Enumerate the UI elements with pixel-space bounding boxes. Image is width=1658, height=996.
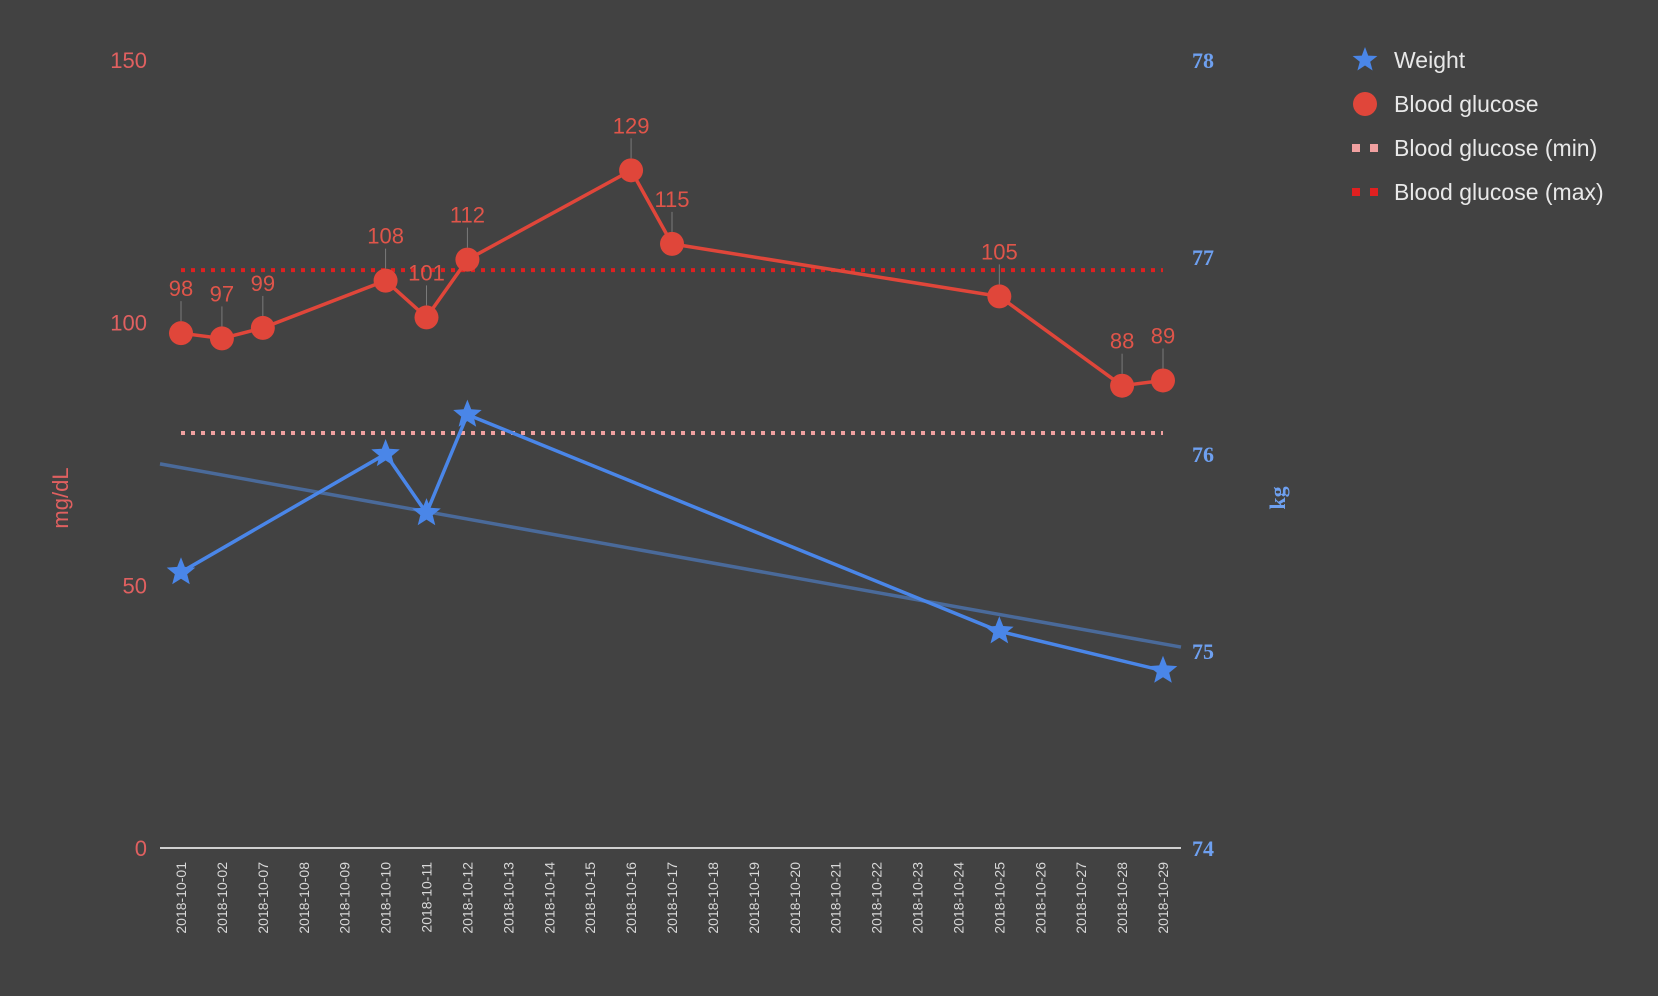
glucose-point	[1151, 368, 1175, 393]
x-axis-tick-label: 2018-10-19	[746, 862, 762, 934]
x-axis-tick-label: 2018-10-16	[623, 862, 639, 934]
x-axis-tick-label: 2018-10-27	[1073, 862, 1089, 934]
weight-point	[453, 399, 482, 427]
weight-trendline	[159, 462, 1182, 649]
x-axis-tick-label: 2018-10-22	[869, 862, 885, 934]
x-axis-tick-label: 2018-10-08	[296, 862, 312, 934]
x-axis-tick-label: 2018-10-25	[991, 862, 1007, 934]
x-axis-tick-label: 2018-10-01	[173, 862, 189, 934]
x-axis-tick-label: 2018-10-28	[1114, 862, 1130, 934]
x-axis-tick-label: 2018-10-20	[787, 862, 803, 934]
left-axis-tick-label: 150	[110, 48, 147, 73]
right-axis-tick-label: 77	[1192, 245, 1214, 270]
left-axis-tick-label: 0	[135, 836, 147, 861]
glucose-point	[250, 315, 275, 340]
glucose-point	[455, 247, 480, 272]
series-layer	[166, 158, 1178, 683]
legend-dot-icon	[1352, 188, 1360, 196]
glucose-data-label: 129	[613, 113, 650, 138]
right-axis-tick-label: 74	[1192, 836, 1214, 861]
left-axis-tick-label: 50	[123, 573, 147, 598]
legend-dot-icon	[1370, 144, 1378, 152]
glucose-data-label: 98	[169, 276, 193, 301]
right-axis-title: kg	[1265, 486, 1290, 509]
glucose-data-label: 105	[981, 239, 1018, 264]
glucose-data-label: 108	[367, 224, 404, 249]
weight-point	[1148, 655, 1178, 683]
legend-label: Blood glucose	[1394, 91, 1539, 117]
right-axis-tick-label: 76	[1192, 442, 1214, 467]
weight-point	[166, 557, 196, 585]
x-axis-tick-label: 2018-10-14	[541, 862, 557, 934]
x-axis-tick-label: 2018-10-24	[950, 862, 966, 934]
glucose-point	[209, 326, 234, 351]
x-axis-tick-label: 2018-10-23	[910, 862, 926, 934]
x-axis-tick-label: 2018-10-02	[214, 862, 230, 934]
x-axis-tick-label: 2018-10-07	[255, 862, 271, 934]
x-axis-tick-label: 2018-10-29	[1155, 862, 1171, 934]
glucose-point	[414, 305, 439, 330]
glucose-data-label: 99	[251, 271, 275, 296]
glucose-data-label: 88	[1110, 329, 1134, 354]
reference-lines-layer	[181, 268, 1163, 435]
axes-layer: 0 50 100 150 74 75 76 77 78 mg/dL kg 2018-10-01 2018…	[48, 48, 1290, 934]
legend-label: Blood glucose (max)	[1394, 179, 1604, 205]
weight-point	[985, 616, 1014, 644]
x-axis-tick-label: 2018-10-18	[705, 862, 721, 934]
glucose-data-label: 89	[1151, 323, 1175, 348]
x-axis-tick-label: 2018-10-10	[378, 862, 394, 934]
right-axis-tick-label: 75	[1192, 639, 1214, 664]
glucose-data-label: 115	[654, 187, 689, 212]
glucose-point	[373, 268, 398, 293]
x-axis-tick-label: 2018-10-21	[828, 862, 844, 934]
glucose-point	[169, 321, 193, 346]
x-axis-tick-label: 2018-10-26	[1032, 862, 1048, 934]
x-axis-tick-label: 2018-10-17	[664, 862, 680, 934]
weight-point	[371, 439, 400, 467]
glucose-point	[660, 231, 684, 256]
glucose-point	[1110, 373, 1135, 398]
legend-label: Blood glucose (min)	[1394, 135, 1597, 161]
glucose-data-label: 112	[450, 203, 485, 228]
legend-circle-icon	[1353, 92, 1377, 116]
legend-dot-icon	[1370, 188, 1378, 196]
glucose-data-label: 97	[210, 281, 234, 306]
glucose-point	[619, 158, 644, 183]
right-axis-tick-label: 78	[1192, 48, 1214, 73]
left-axis-title: mg/dL	[48, 467, 73, 528]
legend-dot-icon	[1352, 144, 1360, 152]
weight-line	[180, 412, 1164, 673]
x-axis-tick-label: 2018-10-11	[419, 862, 435, 933]
x-axis-tick-label: 2018-10-13	[500, 862, 516, 934]
glucose-point	[987, 284, 1012, 309]
legend-star-icon	[1352, 47, 1378, 71]
legend-label: Weight	[1394, 47, 1466, 73]
legend: Weight Blood glucose Blood glucose (min) Bl…	[1352, 47, 1604, 205]
x-axis-tick-label: 2018-10-15	[582, 862, 598, 934]
weight-trendline-layer	[159, 462, 1182, 649]
glucose-data-label: 101	[408, 260, 445, 285]
left-axis-tick-label: 100	[110, 311, 147, 336]
x-axis-tick-label: 2018-10-12	[459, 862, 475, 934]
x-axis-tick-label: 2018-10-09	[337, 862, 353, 934]
weight-point	[412, 498, 441, 526]
